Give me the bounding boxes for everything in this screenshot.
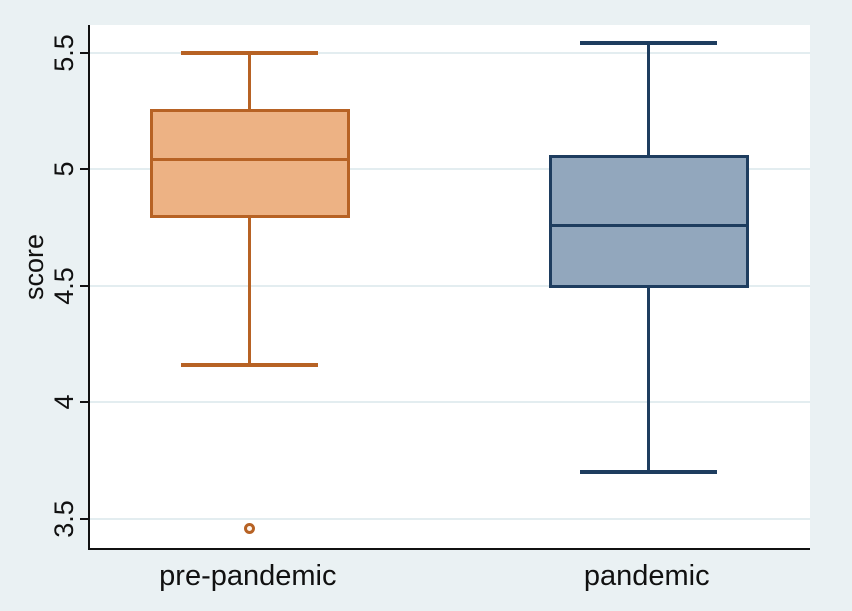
y-tick-mark xyxy=(80,51,88,54)
upper-whisker-line xyxy=(248,52,252,109)
lower-whisker-line xyxy=(647,288,651,473)
median-line xyxy=(548,223,749,227)
gridline xyxy=(90,168,810,171)
iqr-box xyxy=(149,108,350,219)
y-tick-label: 5.5 xyxy=(48,33,79,72)
plot-area xyxy=(88,25,810,550)
upper-whisker-cap xyxy=(580,41,718,46)
y-tick-label: 3.5 xyxy=(48,500,79,538)
y-tick-label: 4 xyxy=(48,394,79,410)
upper-whisker-line xyxy=(647,43,651,156)
iqr-box xyxy=(548,155,749,289)
x-category-label: pre-pandemic xyxy=(159,560,337,592)
y-tick-mark xyxy=(80,168,88,171)
gridline xyxy=(90,401,810,404)
median-line xyxy=(149,158,350,162)
lower-whisker-cap xyxy=(580,470,718,475)
gridline xyxy=(90,518,810,521)
gridline xyxy=(90,51,810,54)
y-axis-label: score xyxy=(18,233,49,301)
gridline xyxy=(90,284,810,287)
y-tick-label: 5 xyxy=(48,161,79,177)
y-tick-mark xyxy=(80,284,88,287)
y-tick-label: 4.5 xyxy=(48,267,79,305)
upper-whisker-cap xyxy=(181,50,319,55)
lower-whisker-cap xyxy=(181,363,319,368)
y-tick-mark xyxy=(80,518,88,521)
y-tick-mark xyxy=(80,401,88,404)
x-category-label: pandemic xyxy=(583,560,710,592)
outlier-marker xyxy=(244,522,256,534)
lower-whisker-line xyxy=(248,218,252,366)
